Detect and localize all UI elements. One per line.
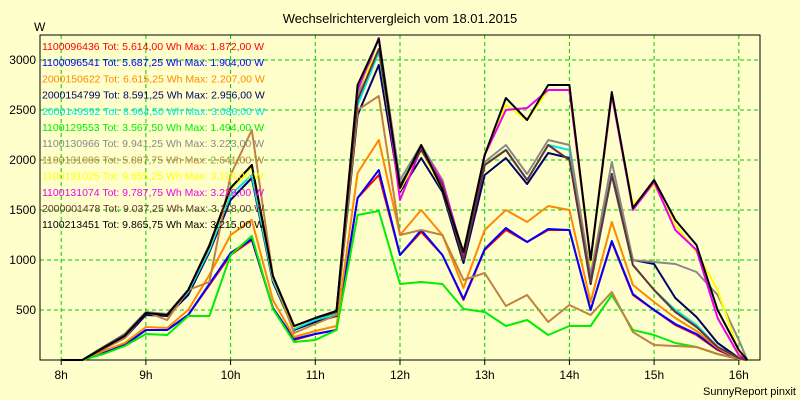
series-lines bbox=[61, 37, 749, 361]
legend-entry-2000154799: 2000154799 Tot: 8.591,25 Wh Max: 2.956,0… bbox=[42, 90, 265, 102]
series-line-1100131074 bbox=[61, 37, 748, 361]
legend-entry-1100130966: 1100130966 Tot: 9.941,25 Wh Max: 3.223,0… bbox=[42, 138, 264, 150]
x-tick-label: 10h bbox=[221, 368, 241, 382]
legend-entry-1100131074: 1100131074 Tot: 9.787,75 Wh Max: 3.229,0… bbox=[42, 187, 264, 199]
legend-entry-2000149392: 2000149392 Tot: 8.964,50 Wh Max: 3.086,0… bbox=[42, 106, 265, 118]
x-tick-label: 11h bbox=[306, 368, 325, 382]
y-tick-label: 1500 bbox=[9, 203, 36, 217]
y-tick-label: 500 bbox=[16, 303, 36, 317]
legend-entry-1100131006: 1100131006 Tot: 5.807,75 Wh Max: 2.641,0… bbox=[42, 154, 264, 166]
y-tick-label: 2000 bbox=[9, 153, 36, 167]
legend-entry-1100213451: 1100213451 Tot: 9.865,75 Wh Max: 3.215,0… bbox=[42, 219, 264, 231]
x-tick-label: 8h bbox=[54, 368, 67, 382]
axes: 500 1000 1500 2000 2500 3000 8h 9h 10h 11h 12h 13h 1… bbox=[9, 34, 761, 382]
series-line-2000150622 bbox=[61, 139, 748, 361]
x-tick-label: 16h bbox=[729, 368, 749, 382]
y-axis-label: W bbox=[34, 20, 46, 34]
x-tick-label: 15h bbox=[644, 368, 664, 382]
legend-entry-1100096436: 1100096436 Tot: 5.614,00 Wh Max: 1.872,0… bbox=[42, 41, 264, 53]
series-line-1100213451 bbox=[61, 38, 749, 361]
legend-entry-1100096541: 1100096541 Tot: 5.687,25 Wh Max: 1.904,0… bbox=[42, 57, 264, 69]
series-line-1100129553 bbox=[61, 210, 748, 361]
chart-title: Wechselrichtervergleich vom 18.01.2015 bbox=[283, 11, 518, 26]
series-line-1100096541 bbox=[61, 169, 748, 361]
plot-frame bbox=[39, 34, 761, 361]
y-tick-label: 3000 bbox=[9, 53, 36, 67]
legend: 1100096436 Tot: 5.614,00 Wh Max: 1.872,0… bbox=[42, 41, 265, 231]
legend-entry-1100131025: 1100131025 Tot: 9.655,25 Wh Max: 3.118,0… bbox=[42, 171, 263, 183]
y-tick-label: 1000 bbox=[9, 253, 36, 267]
series-line-1100130966 bbox=[61, 37, 749, 361]
legend-entry-1100129553: 1100129553 Tot: 3.567,50 Wh Max: 1.494,0… bbox=[42, 122, 264, 134]
legend-entry-2000001478: 2000001478 Tot: 9.037,25 Wh Max: 3.118,0… bbox=[42, 203, 264, 215]
x-tick-label: 9h bbox=[139, 368, 152, 382]
x-tick-label: 14h bbox=[559, 368, 579, 382]
legend-entry-2000150622: 2000150622 Tot: 6.615,25 Wh Max: 2.207,0… bbox=[42, 73, 265, 85]
y-tick-label: 2500 bbox=[9, 103, 36, 117]
x-tick-label: 13h bbox=[475, 368, 495, 382]
series-line-1100131006 bbox=[61, 95, 748, 361]
x-tick-label: 12h bbox=[390, 368, 410, 382]
footer-credit: SunnyReport pinxit bbox=[703, 386, 796, 398]
